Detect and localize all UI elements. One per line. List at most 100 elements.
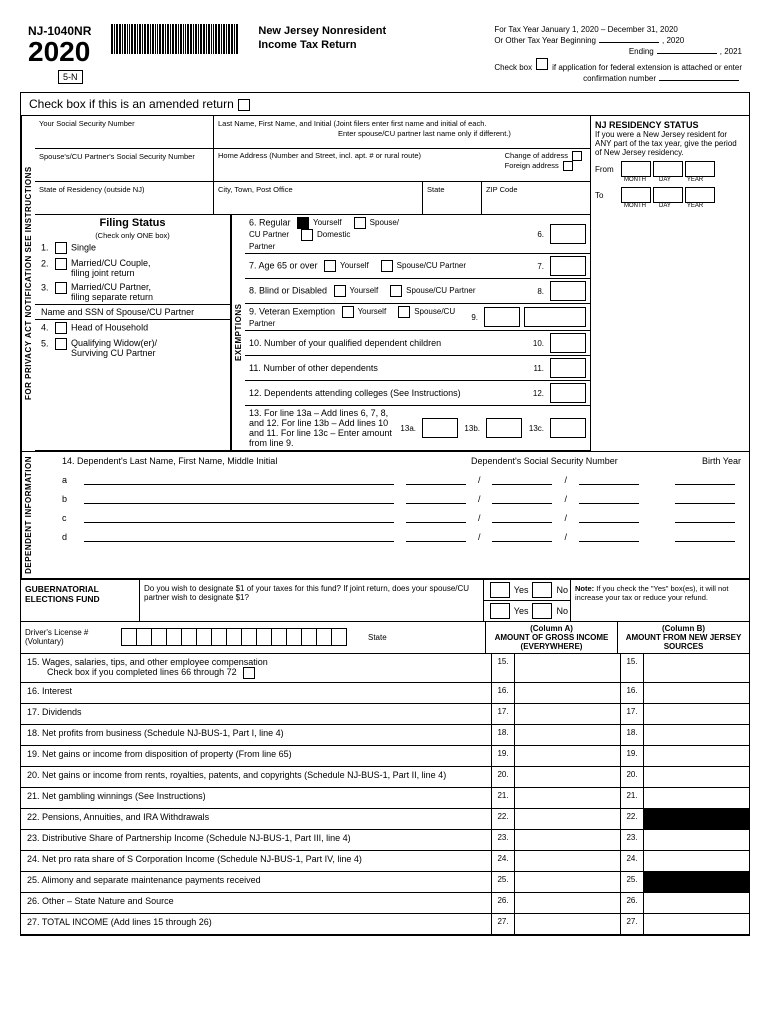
exempt-6-opt2[interactable] xyxy=(301,229,313,241)
line19-colB[interactable] xyxy=(643,746,749,766)
column-b-header: (Column B) AMOUNT FROM NEW JERSEY SOURCE… xyxy=(617,622,749,653)
line20-colA[interactable] xyxy=(514,767,620,787)
line21-colA[interactable] xyxy=(514,788,620,808)
line26-colB[interactable] xyxy=(643,893,749,913)
tax-year: 2020 xyxy=(28,38,91,66)
line26-colA[interactable] xyxy=(514,893,620,913)
amended-checkbox[interactable] xyxy=(238,99,250,111)
state-res-label: State of Residency (outside NJ) xyxy=(39,185,144,194)
gub-yes-2[interactable] xyxy=(490,603,510,619)
line27-colA[interactable] xyxy=(514,914,620,934)
line22-colA[interactable] xyxy=(514,809,620,829)
dep-b-name[interactable] xyxy=(84,491,394,504)
box-7.[interactable] xyxy=(550,256,586,276)
gub-yes-1[interactable] xyxy=(490,582,510,598)
line24-colB[interactable] xyxy=(643,851,749,871)
line27-colB[interactable] xyxy=(643,914,749,934)
line15-checkbox[interactable] xyxy=(243,667,255,679)
exempt-9-opt0[interactable] xyxy=(342,306,354,318)
line23-colA[interactable] xyxy=(514,830,620,850)
dependent-label: DEPENDENT INFORMATION xyxy=(21,452,54,578)
privacy-label: FOR PRIVACY ACT NOTIFICATION SEE INSTRUC… xyxy=(21,116,35,451)
to-year[interactable] xyxy=(685,187,715,203)
line25-colB xyxy=(643,872,749,892)
box-6.[interactable] xyxy=(550,224,586,244)
line21-colB[interactable] xyxy=(643,788,749,808)
exemptions-block: 6. Regular YourselfSpouse/ CU PartnerDom… xyxy=(245,215,590,450)
line18-colA[interactable] xyxy=(514,725,620,745)
line19-colA[interactable] xyxy=(514,746,620,766)
dep-b-year[interactable] xyxy=(675,491,735,504)
filing-married-joint[interactable] xyxy=(55,258,67,270)
barcode xyxy=(111,24,238,54)
gubernatorial-row: GUBERNATORIAL ELECTIONS FUND Do you wish… xyxy=(21,580,749,622)
from-month[interactable] xyxy=(621,161,651,177)
badge-5n: 5-N xyxy=(58,70,83,84)
from-year[interactable] xyxy=(685,161,715,177)
line16-colA[interactable] xyxy=(514,683,620,703)
line15-colB[interactable] xyxy=(643,654,749,682)
change-addr-checkbox[interactable] xyxy=(572,151,582,161)
form-header: NJ-1040NR 2020 5-N New Jersey Nonresiden… xyxy=(20,20,750,92)
to-day[interactable] xyxy=(653,187,683,203)
line15-colA[interactable] xyxy=(514,654,620,682)
dep-d-year[interactable] xyxy=(675,529,735,542)
line25-colA[interactable] xyxy=(514,872,620,892)
dep-c-name[interactable] xyxy=(84,510,394,523)
exempt-8-opt0[interactable] xyxy=(334,285,346,297)
income-section: 15. Wages, salaries, tips, and other emp… xyxy=(21,654,749,935)
dep-d-name[interactable] xyxy=(84,529,394,542)
box-8.[interactable] xyxy=(550,281,586,301)
city-label: City, Town, Post Office xyxy=(218,185,293,194)
gub-no-1[interactable] xyxy=(532,582,552,598)
box-13c.[interactable] xyxy=(550,418,586,438)
to-month[interactable] xyxy=(621,187,651,203)
line24-colA[interactable] xyxy=(514,851,620,871)
dependent-block: 14. Dependent's Last Name, First Name, M… xyxy=(54,452,749,578)
line17-colA[interactable] xyxy=(514,704,620,724)
dep-a-year[interactable] xyxy=(675,472,735,485)
ssn-label: Your Social Security Number xyxy=(39,119,135,128)
line18-colB[interactable] xyxy=(643,725,749,745)
box-11.[interactable] xyxy=(550,358,586,378)
zip-label: ZIP Code xyxy=(486,185,518,194)
box-9.[interactable] xyxy=(484,307,520,327)
header-meta: For Tax Year January 1, 2020 – December … xyxy=(494,24,742,84)
column-a-header: (Column A) AMOUNT OF GROSS INCOME (EVERY… xyxy=(485,622,617,653)
foreign-addr-checkbox[interactable] xyxy=(563,161,573,171)
exempt-7-opt1[interactable] xyxy=(381,260,393,272)
filing-hoh[interactable] xyxy=(55,322,67,334)
from-day[interactable] xyxy=(653,161,683,177)
filing-single[interactable] xyxy=(55,242,67,254)
line17-colB[interactable] xyxy=(643,704,749,724)
dep-c-year[interactable] xyxy=(675,510,735,523)
name-label: Last Name, First Name, and Initial (Join… xyxy=(218,119,486,128)
dl-row: Driver's License #(Voluntary) State (Col… xyxy=(21,622,749,654)
exempt-6-opt0[interactable] xyxy=(297,217,309,229)
box-13b.[interactable] xyxy=(486,418,522,438)
spouse-ssn-label: Spouse's/CU Partner's Social Security Nu… xyxy=(39,152,195,161)
extension-checkbox[interactable] xyxy=(536,58,548,70)
form-body: Check box if this is an amended return F… xyxy=(20,92,750,936)
gub-no-2[interactable] xyxy=(532,603,552,619)
residency-block: NJ RESIDENCY STATUS If you were a New Je… xyxy=(590,116,749,451)
line20-colB[interactable] xyxy=(643,767,749,787)
box-10.[interactable] xyxy=(550,333,586,353)
line16-colB[interactable] xyxy=(643,683,749,703)
exemptions-label: EXEMPTIONS xyxy=(231,215,245,450)
state-label: State xyxy=(427,185,445,194)
dep-a-name[interactable] xyxy=(84,472,394,485)
filing-widow[interactable] xyxy=(55,338,67,350)
form-title: New Jersey Nonresident Income Tax Return xyxy=(258,24,386,53)
box-12.[interactable] xyxy=(550,383,586,403)
box-13a.[interactable] xyxy=(422,418,458,438)
exempt-8-opt1[interactable] xyxy=(390,285,402,297)
addr-label: Home Address (Number and Street, incl. a… xyxy=(218,151,421,179)
exempt-6-opt1[interactable] xyxy=(354,217,366,229)
exempt-7-opt0[interactable] xyxy=(324,260,336,272)
amended-row: Check box if this is an amended return xyxy=(21,93,749,116)
exempt-9-opt1[interactable] xyxy=(398,306,410,318)
line23-colB[interactable] xyxy=(643,830,749,850)
dl-input[interactable] xyxy=(119,626,348,648)
filing-married-sep[interactable] xyxy=(55,282,67,294)
